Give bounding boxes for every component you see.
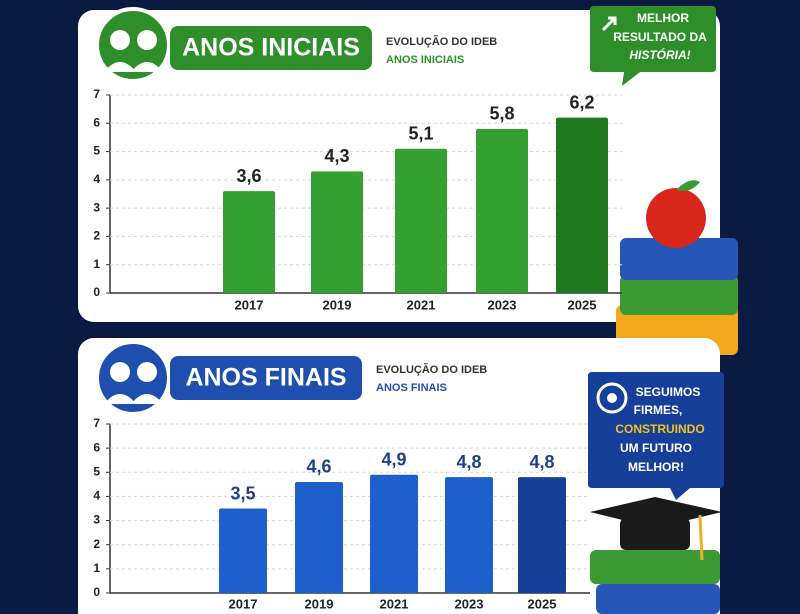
bar xyxy=(370,474,418,593)
x-tick-label: 2017 xyxy=(229,596,258,611)
value-label: 3,5 xyxy=(230,483,255,503)
callout-text: HISTÓRIA! xyxy=(629,47,690,62)
value-label: 4,8 xyxy=(456,452,481,472)
value-label: 6,2 xyxy=(569,92,594,112)
callout-text: RESULTADO DA xyxy=(613,30,707,44)
callout xyxy=(588,372,724,500)
y-tick-label: 7 xyxy=(93,416,100,430)
y-tick-label: 0 xyxy=(93,285,100,299)
plots: 0123456720173,620194,320215,120235,82025… xyxy=(93,87,622,611)
x-tick-label: 2019 xyxy=(305,596,334,611)
bar xyxy=(295,481,343,593)
callout-text: MELHOR xyxy=(637,11,689,25)
x-tick-label: 2017 xyxy=(235,297,264,312)
bar xyxy=(476,128,528,293)
arrow-icon xyxy=(601,16,617,32)
value-label: 5,1 xyxy=(408,123,433,143)
y-tick-label: 2 xyxy=(93,537,100,551)
chart-title: ANOS FINAIS xyxy=(185,364,346,392)
bar xyxy=(219,508,267,593)
chart-title: ANOS INICIAIS xyxy=(182,34,360,62)
value-label: 4,8 xyxy=(529,452,554,472)
x-tick-label: 2023 xyxy=(488,297,517,312)
value-label: 4,9 xyxy=(381,449,406,469)
callout xyxy=(590,6,716,86)
y-tick-label: 3 xyxy=(93,513,100,527)
x-tick-label: 2025 xyxy=(568,297,597,312)
book xyxy=(590,550,720,584)
y-tick-label: 2 xyxy=(93,229,100,243)
leaf xyxy=(676,180,700,191)
bar xyxy=(311,171,363,293)
subtitle: EVOLUÇÃO DO IDEB xyxy=(386,35,497,48)
callout-text: CONSTRUINDO xyxy=(615,422,704,436)
y-tick-label: 5 xyxy=(93,144,100,158)
bar xyxy=(395,148,447,293)
book xyxy=(620,238,738,280)
value-label: 3,6 xyxy=(236,166,261,186)
callout-text: UM FUTURO xyxy=(620,441,692,455)
callout-text: MELHOR! xyxy=(628,460,684,474)
subtitle: ANOS INICIAIS xyxy=(386,54,464,66)
book xyxy=(596,584,720,614)
icon-head xyxy=(137,362,157,382)
y-tick-label: 1 xyxy=(93,561,100,575)
y-tick-label: 6 xyxy=(93,115,100,129)
subtitle: ANOS FINAIS xyxy=(376,382,447,394)
y-tick-label: 5 xyxy=(93,464,100,478)
target-icon xyxy=(596,382,628,414)
graduation-cap xyxy=(620,518,690,550)
value-label: 4,3 xyxy=(324,146,349,166)
y-tick-label: 4 xyxy=(93,172,100,186)
book xyxy=(620,275,738,315)
subtitle: EVOLUÇÃO DO IDEB xyxy=(376,363,487,376)
value-label: 4,6 xyxy=(306,457,331,477)
x-tick-label: 2023 xyxy=(455,596,484,611)
y-tick-label: 6 xyxy=(93,440,100,454)
y-tick-label: 3 xyxy=(93,200,100,214)
icon-head xyxy=(137,30,157,50)
bar xyxy=(223,191,275,293)
icon-body xyxy=(104,62,163,72)
y-tick-label: 4 xyxy=(93,489,100,503)
x-tick-label: 2021 xyxy=(407,297,436,312)
y-tick-label: 1 xyxy=(93,257,100,271)
title-badge xyxy=(170,26,372,70)
icon-head xyxy=(110,362,130,382)
icon-body xyxy=(104,394,163,404)
x-tick-label: 2021 xyxy=(380,596,409,611)
apple xyxy=(646,188,706,248)
callout-text: SEGUIMOS xyxy=(636,385,701,399)
graduation-cap xyxy=(590,497,722,528)
title-badge xyxy=(170,356,362,400)
target-icon xyxy=(607,393,617,403)
value-label: 5,8 xyxy=(489,104,514,124)
x-tick-label: 2025 xyxy=(528,596,557,611)
bar xyxy=(445,477,493,593)
y-tick-label: 7 xyxy=(93,87,100,101)
y-tick-label: 0 xyxy=(93,585,100,599)
tassel xyxy=(698,514,704,561)
callout-text: FIRMES, xyxy=(634,403,683,417)
bar xyxy=(518,477,566,593)
bar xyxy=(556,117,608,293)
icon-head xyxy=(110,30,130,50)
x-tick-label: 2019 xyxy=(323,297,352,312)
